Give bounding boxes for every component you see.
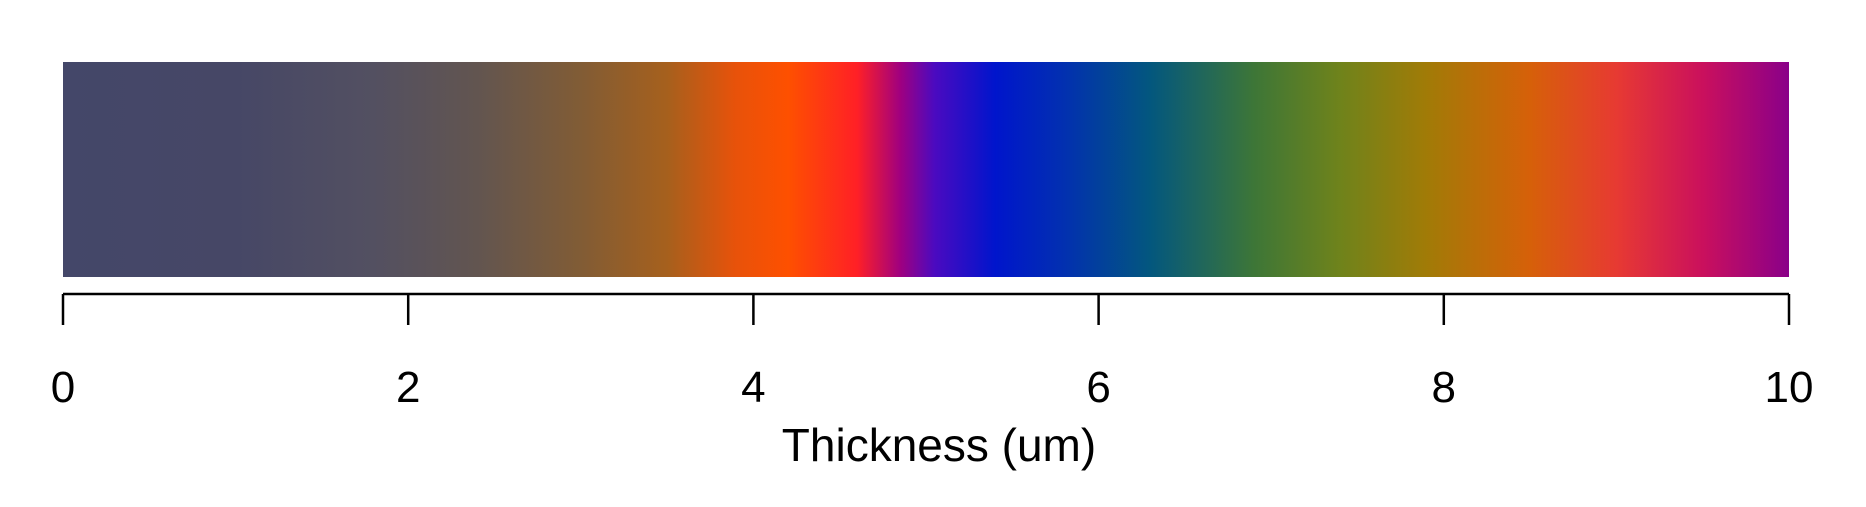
x-tick-label-2: 2 <box>396 363 420 412</box>
x-tick-label-4: 4 <box>741 363 765 412</box>
x-tick-label-10: 10 <box>1765 363 1814 412</box>
x-tick-label-8: 8 <box>1432 363 1456 412</box>
x-tick-label-6: 6 <box>1086 363 1110 412</box>
colorbar-gradient <box>63 62 1789 277</box>
x-axis-title: Thickness (um) <box>782 419 1096 471</box>
x-tick-label-0: 0 <box>51 363 75 412</box>
x-axis: 0 2 4 6 8 10 <box>51 292 1814 412</box>
